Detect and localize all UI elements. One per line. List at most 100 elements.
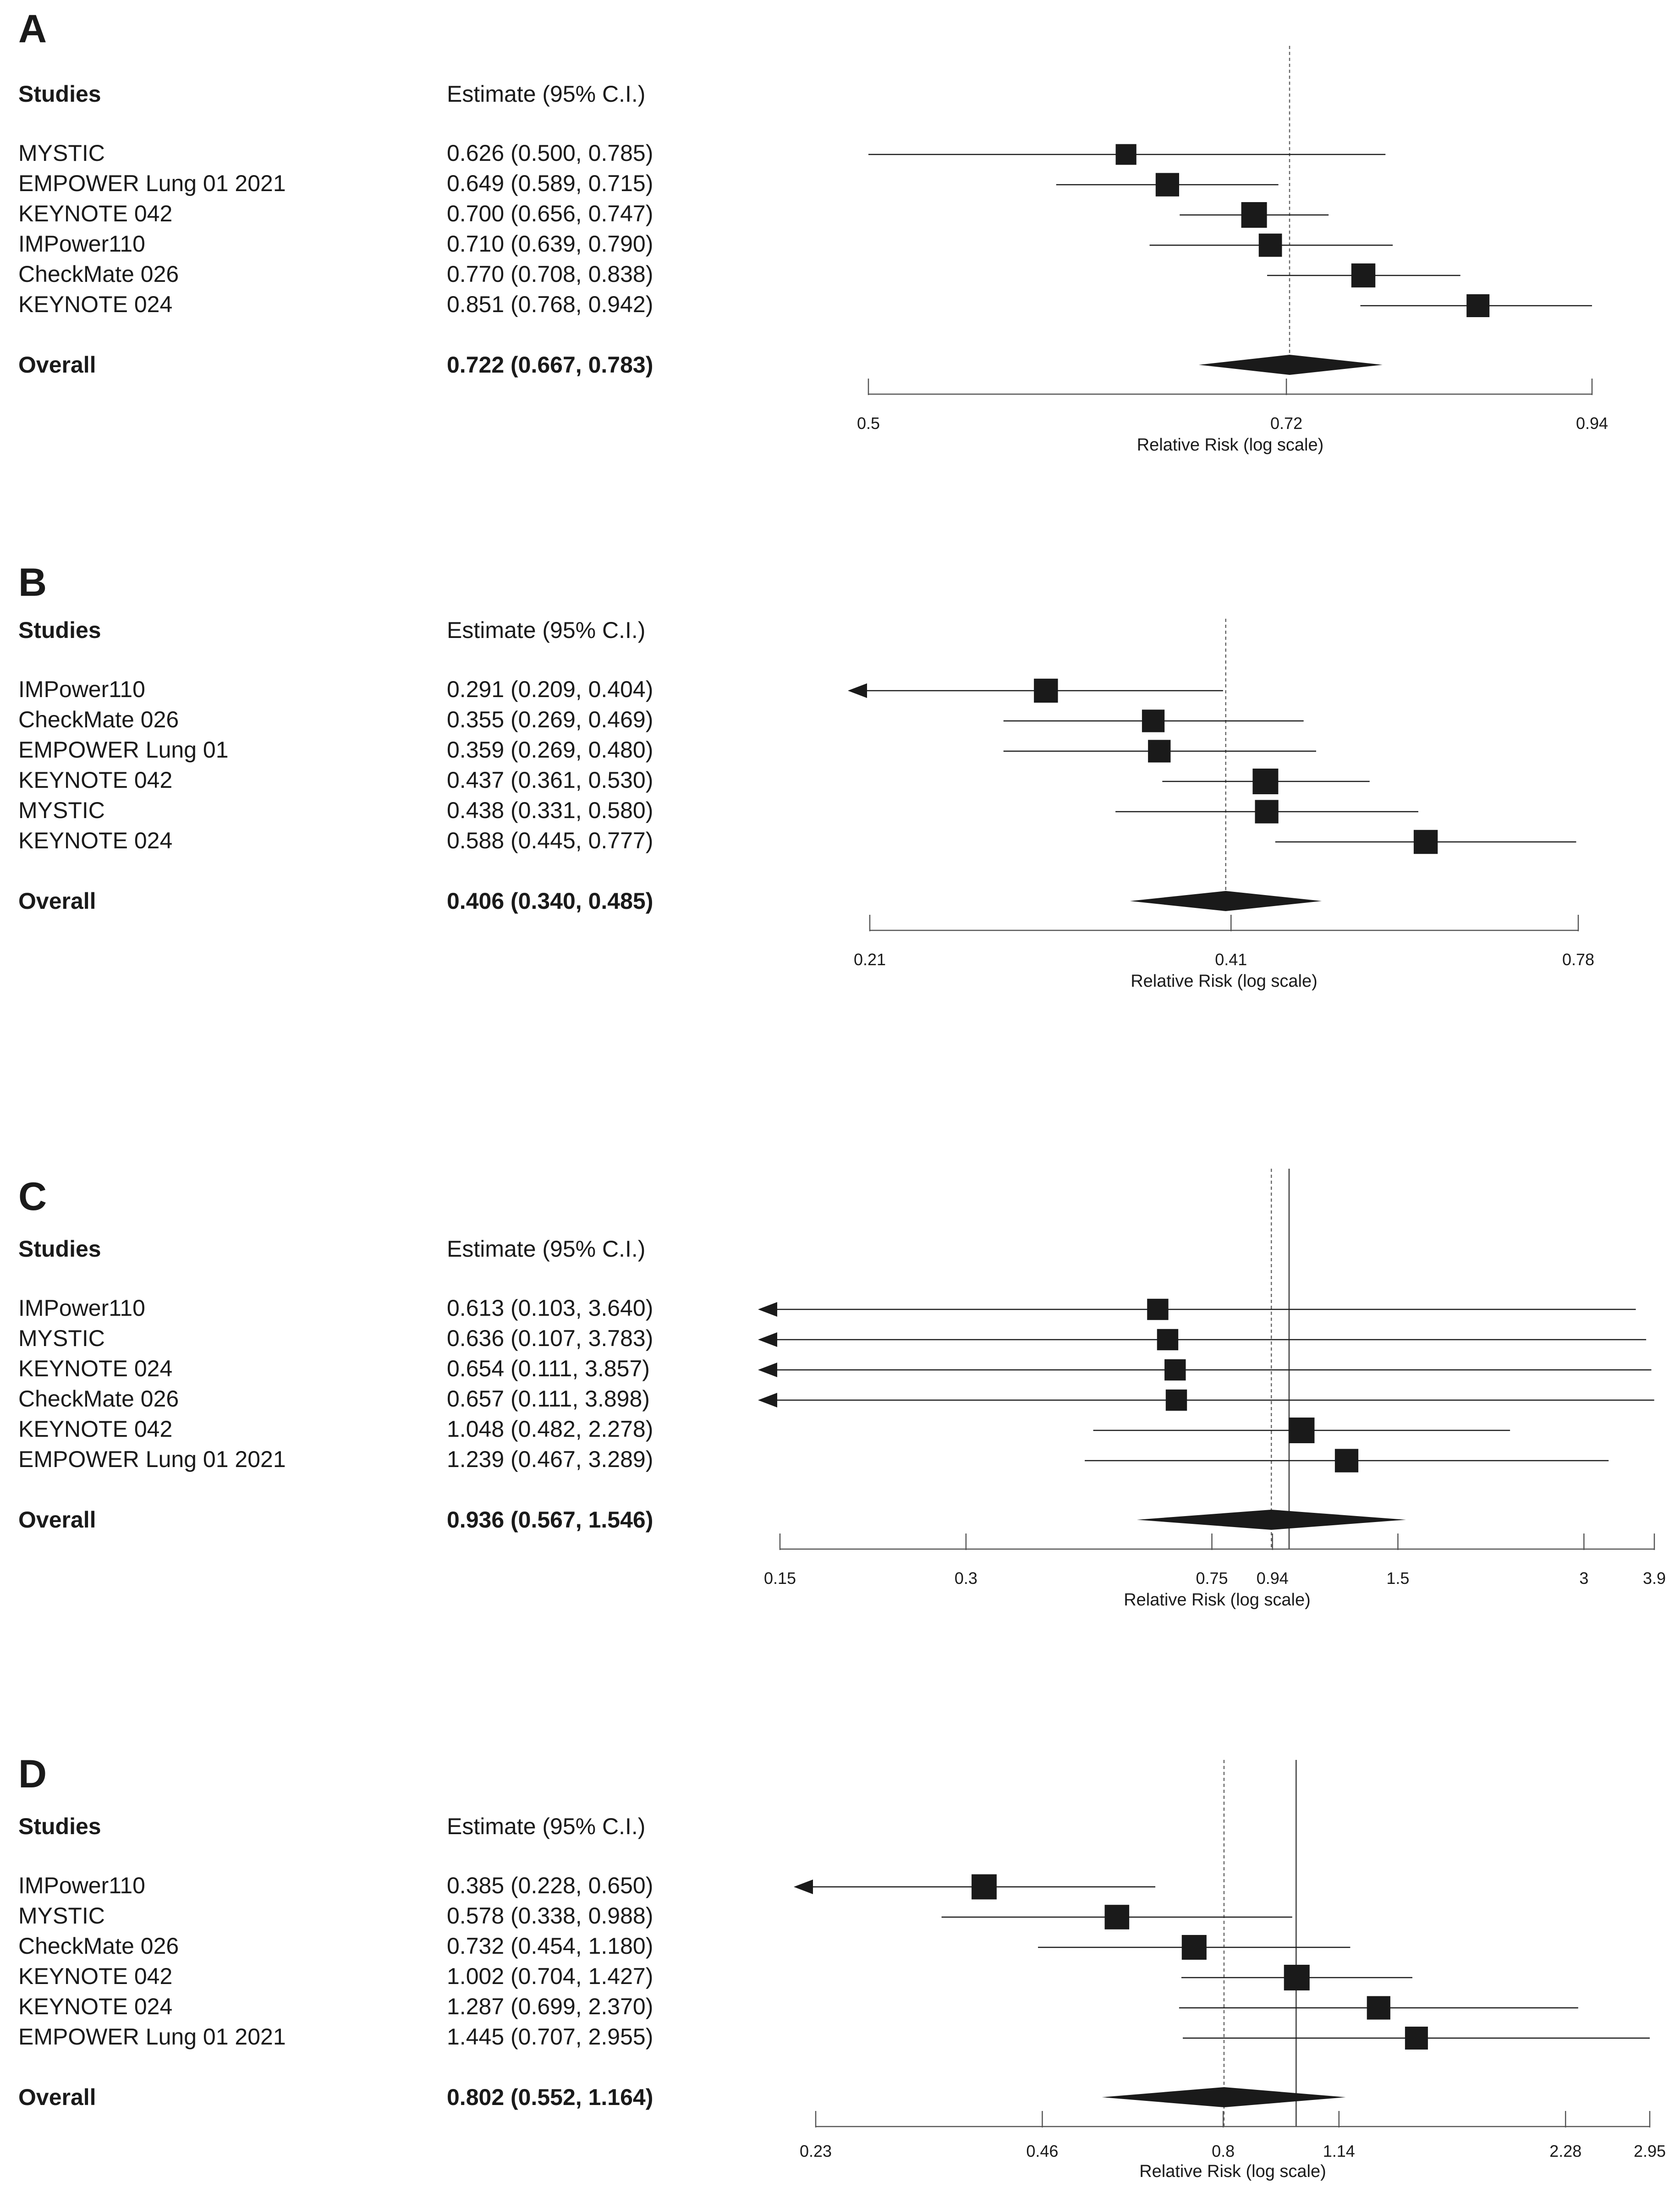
- study-estimate-square: [1142, 709, 1165, 732]
- study-estimate-square: [1147, 1298, 1169, 1320]
- x-tick-label: 1.5: [1386, 1569, 1409, 1588]
- panel-label: B: [18, 561, 47, 605]
- x-tick-label: 3: [1579, 1569, 1588, 1588]
- study-estimate: 0.657 (0.111, 3.898): [447, 1386, 650, 1412]
- overall-estimate: 0.722 (0.667, 0.783): [447, 352, 653, 378]
- study-estimate: 0.710 (0.639, 0.790): [447, 231, 653, 257]
- study-name: KEYNOTE 024: [18, 291, 173, 317]
- estimate-header: Estimate (95% C.I.): [447, 81, 646, 107]
- study-estimate: 0.437 (0.361, 0.530): [447, 767, 653, 793]
- x-tick-label: 3.9: [1643, 1569, 1666, 1588]
- study-name: CheckMate 026: [18, 261, 179, 287]
- forest-panel-b: B Studies Estimate (95% C.I.) IMPower110…: [0, 536, 1680, 1155]
- study-estimate: 0.851 (0.768, 0.942): [447, 291, 653, 317]
- study-estimate: 0.649 (0.589, 0.715): [447, 170, 653, 196]
- study-name: KEYNOTE 042: [18, 201, 173, 226]
- study-estimate: 0.385 (0.228, 0.650): [447, 1873, 653, 1898]
- x-tick-label: 0.23: [800, 2142, 832, 2160]
- study-estimate-square: [1367, 1996, 1390, 2020]
- ci-arrow-left: [758, 1363, 777, 1377]
- studies-header: Studies: [18, 1236, 101, 1262]
- study-estimate-square: [972, 1874, 997, 1900]
- x-tick-label: 0.15: [764, 1569, 796, 1588]
- x-tick-label: 0.21: [854, 950, 886, 969]
- study-name: KEYNOTE 024: [18, 828, 173, 853]
- overall-diamond: [1130, 891, 1322, 911]
- x-tick-label: 0.94: [1576, 414, 1608, 433]
- study-estimate-square: [1157, 1329, 1179, 1351]
- overall-name: Overall: [18, 2084, 96, 2110]
- study-estimate-square: [1413, 830, 1438, 854]
- x-tick-label: 2.28: [1549, 2142, 1581, 2160]
- panel-label: D: [18, 1752, 47, 1796]
- study-name: KEYNOTE 042: [18, 767, 173, 793]
- x-axis-label: Relative Risk (log scale): [1124, 1590, 1311, 1610]
- study-estimate-square: [1351, 263, 1376, 288]
- study-name: EMPOWER Lung 01 2021: [18, 1446, 286, 1472]
- forest-panel-c: C Studies Estimate (95% C.I.) IMPower110…: [0, 1155, 1680, 1732]
- study-estimate: 0.359 (0.269, 0.480): [447, 737, 653, 763]
- study-name: IMPower110: [18, 1295, 145, 1321]
- x-tick-label: 0.41: [1215, 950, 1247, 969]
- forest-panel-a: A Studies Estimate (95% C.I.) MYSTIC 0.6…: [0, 0, 1680, 536]
- studies-header: Studies: [18, 617, 101, 643]
- study-name: EMPOWER Lung 01: [18, 737, 229, 763]
- study-name: EMPOWER Lung 01 2021: [18, 2024, 286, 2050]
- studies-header: Studies: [18, 81, 101, 107]
- study-name: MYSTIC: [18, 797, 105, 823]
- study-estimate-square: [1155, 173, 1180, 197]
- overall-diamond: [1102, 2087, 1346, 2107]
- study-estimate: 0.588 (0.445, 0.777): [447, 828, 653, 853]
- overall-estimate: 0.406 (0.340, 0.485): [447, 888, 653, 914]
- x-axis-label: Relative Risk (log scale): [1131, 972, 1318, 991]
- study-estimate: 0.626 (0.500, 0.785): [447, 140, 653, 166]
- estimate-header: Estimate (95% C.I.): [447, 1814, 646, 1839]
- study-estimate: 0.578 (0.338, 0.988): [447, 1903, 653, 1929]
- ci-arrow-left: [758, 1302, 777, 1317]
- study-estimate-square: [1289, 1418, 1315, 1443]
- study-estimate: 0.355 (0.269, 0.469): [447, 707, 653, 732]
- study-estimate: 0.613 (0.103, 3.640): [447, 1295, 653, 1321]
- study-estimate: 0.636 (0.107, 3.783): [447, 1325, 653, 1351]
- x-tick-label: 0.78: [1562, 950, 1594, 969]
- study-estimate: 0.291 (0.209, 0.404): [447, 676, 653, 702]
- panel-label: C: [18, 1175, 47, 1219]
- study-name: MYSTIC: [18, 140, 105, 166]
- study-name: CheckMate 026: [18, 707, 179, 732]
- study-name: CheckMate 026: [18, 1386, 179, 1412]
- study-estimate-square: [1104, 1905, 1130, 1929]
- study-estimate-square: [1034, 678, 1058, 703]
- x-tick-label: 0.94: [1257, 1569, 1289, 1588]
- study-estimate-square: [1466, 294, 1490, 317]
- study-estimate: 1.048 (0.482, 2.278): [447, 1416, 653, 1442]
- overall-diamond: [1198, 355, 1383, 375]
- study-estimate-square: [1252, 769, 1279, 794]
- study-estimate: 0.700 (0.656, 0.747): [447, 201, 653, 226]
- study-estimate-square: [1164, 1359, 1186, 1381]
- overall-diamond: [1136, 1510, 1406, 1530]
- study-estimate-square: [1181, 1935, 1207, 1960]
- study-name: MYSTIC: [18, 1325, 105, 1351]
- x-tick-label: 0.72: [1270, 414, 1302, 433]
- overall-estimate: 0.936 (0.567, 1.546): [447, 1507, 653, 1533]
- ci-arrow-left: [758, 1393, 777, 1407]
- forest-plot-d: 0.23 0.46 0.8 1.14 2.28 2.95 Relative Risk (lo…: [794, 1760, 1666, 2181]
- overall-name: Overall: [18, 1507, 96, 1533]
- ci-arrow-left: [848, 683, 867, 698]
- x-tick-label: 1.14: [1323, 2142, 1355, 2160]
- study-name: IMPower110: [18, 1873, 145, 1898]
- estimate-header: Estimate (95% C.I.): [447, 1236, 646, 1262]
- x-tick-label: 0.5: [857, 414, 880, 433]
- study-name: IMPower110: [18, 231, 145, 257]
- x-tick-label: 0.8: [1212, 2142, 1235, 2160]
- x-axis-label: Relative Risk (log scale): [1139, 2162, 1326, 2181]
- study-estimate-square: [1334, 1449, 1359, 1473]
- ci-arrow-left: [758, 1332, 777, 1347]
- panel-label: A: [18, 7, 47, 51]
- x-tick-label: 0.75: [1196, 1569, 1228, 1588]
- study-estimate-square: [1115, 144, 1136, 165]
- study-name: KEYNOTE 024: [18, 1356, 173, 1381]
- study-estimate-square: [1255, 800, 1279, 824]
- estimate-header: Estimate (95% C.I.): [447, 617, 646, 643]
- study-estimate: 0.770 (0.708, 0.838): [447, 261, 653, 287]
